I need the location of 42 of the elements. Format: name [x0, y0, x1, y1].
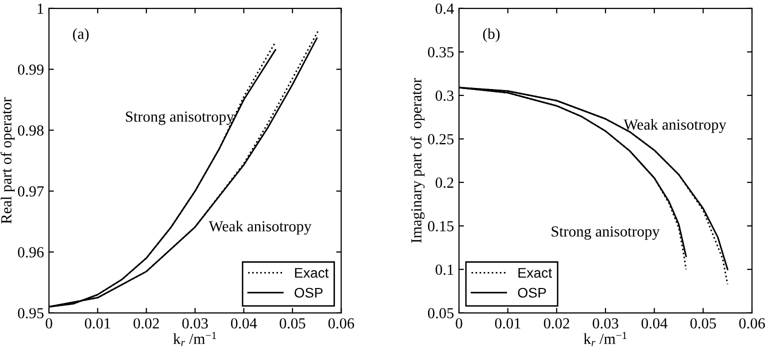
y-tick-label: 0.2 — [436, 178, 454, 188]
x-tick-label: 0.03 — [592, 318, 618, 329]
legend-label: OSP — [294, 288, 323, 298]
y-tick-label: 0.35 — [428, 47, 454, 58]
x-tick-label: 0.06 — [739, 318, 765, 329]
y-tick-label: 0.96 — [18, 247, 44, 258]
y-axis-title: Real part of operator — [0, 97, 15, 224]
y-tick-label: 0.4 — [436, 4, 454, 14]
x-tick-label: 0.05 — [690, 318, 716, 329]
y-tick-label: 0.1 — [436, 264, 454, 275]
x-tick-label: 0.01 — [495, 318, 520, 329]
annotation: Strong anisotropy — [552, 226, 660, 240]
text: (b) — [483, 28, 500, 42]
x-tick-label: 0.01 — [84, 318, 110, 329]
x-tick-label: 0.04 — [230, 318, 257, 329]
annotation: Strong anisotropy — [126, 112, 234, 125]
x-tick-label: 0.04 — [642, 318, 668, 329]
y-tick-label: 0.97 — [18, 186, 44, 197]
x-tick-label: 0.02 — [134, 318, 159, 329]
x-axis-title: k$_{r}$ /m$^{−1}$ — [584, 332, 627, 346]
x-tick-label: 0.03 — [182, 318, 208, 329]
text: (a) — [73, 28, 89, 42]
legend-label: OSP — [518, 288, 546, 298]
x-tick-label: 0 — [46, 318, 52, 329]
y-tick-label: 0.98 — [18, 125, 44, 136]
x-tick-label: 0.06 — [328, 318, 354, 329]
y-tick-label: 0.3 — [436, 90, 454, 101]
legend-label: Exact — [295, 268, 329, 278]
x-tick-label: 0.05 — [280, 318, 306, 329]
legend-label: Exact — [518, 268, 552, 278]
y-tick-label: 0.25 — [428, 134, 454, 144]
y-tick-label: 0.05 — [428, 308, 454, 318]
y-tick-label: 1 — [38, 4, 44, 14]
y-tick-label: 0.95 — [18, 308, 44, 318]
y-tick-label: 0.15 — [428, 221, 454, 232]
x-axis-title: k$_{r}$ /m$^{−1}$ — [173, 332, 216, 346]
annotation: Weak anisotropy — [624, 118, 726, 133]
y-axis-title: Imaginary part of operator — [410, 78, 425, 243]
x-tick-label: 0.02 — [544, 318, 570, 329]
x-tick-label: 0 — [456, 318, 462, 329]
annotation: Weak anisotropy — [208, 220, 312, 235]
y-tick-label: 0.99 — [18, 64, 44, 75]
